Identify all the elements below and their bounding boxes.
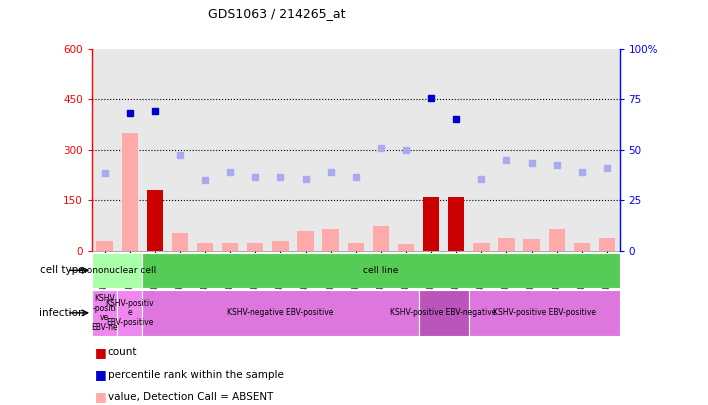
Text: KSHV-positiv
e
EBV-positive: KSHV-positiv e EBV-positive bbox=[105, 298, 154, 327]
Bar bbox=[172, 232, 188, 251]
Bar bbox=[498, 238, 515, 251]
Bar bbox=[247, 243, 263, 251]
Text: KSHV
-positi
ve
EBV-ne: KSHV -positi ve EBV-ne bbox=[91, 294, 118, 332]
Bar bbox=[122, 133, 138, 251]
Bar bbox=[418, 290, 469, 336]
Text: KSHV-positive EBV-positive: KSHV-positive EBV-positive bbox=[493, 308, 595, 318]
Text: ■: ■ bbox=[95, 346, 106, 359]
Bar bbox=[197, 243, 213, 251]
Bar bbox=[147, 190, 163, 251]
Text: mononuclear cell: mononuclear cell bbox=[78, 266, 156, 275]
Bar bbox=[372, 226, 389, 251]
Text: KSHV-negative EBV-positive: KSHV-negative EBV-positive bbox=[227, 308, 333, 318]
Bar bbox=[96, 241, 113, 251]
Bar bbox=[549, 229, 565, 251]
Text: KSHV-positive EBV-negative: KSHV-positive EBV-negative bbox=[391, 308, 497, 318]
Text: cell type: cell type bbox=[40, 265, 85, 275]
Bar bbox=[423, 197, 439, 251]
Bar bbox=[599, 238, 615, 251]
Bar bbox=[117, 290, 142, 336]
Bar bbox=[473, 243, 489, 251]
Text: ■: ■ bbox=[95, 368, 106, 381]
Bar bbox=[398, 244, 414, 251]
Bar bbox=[573, 243, 590, 251]
Text: count: count bbox=[108, 347, 137, 357]
Bar bbox=[469, 290, 620, 336]
Bar bbox=[322, 229, 339, 251]
Text: infection: infection bbox=[40, 308, 85, 318]
Bar bbox=[273, 241, 289, 251]
Bar bbox=[523, 239, 539, 251]
Bar bbox=[222, 243, 239, 251]
Text: cell line: cell line bbox=[363, 266, 399, 275]
Text: ■: ■ bbox=[95, 390, 106, 403]
Bar bbox=[297, 231, 314, 251]
Bar bbox=[348, 243, 364, 251]
Bar bbox=[92, 253, 142, 288]
Bar bbox=[92, 290, 117, 336]
Bar bbox=[448, 197, 464, 251]
Text: GDS1063 / 214265_at: GDS1063 / 214265_at bbox=[208, 7, 346, 20]
Text: percentile rank within the sample: percentile rank within the sample bbox=[108, 370, 283, 379]
Bar bbox=[142, 290, 418, 336]
Text: value, Detection Call = ABSENT: value, Detection Call = ABSENT bbox=[108, 392, 273, 402]
